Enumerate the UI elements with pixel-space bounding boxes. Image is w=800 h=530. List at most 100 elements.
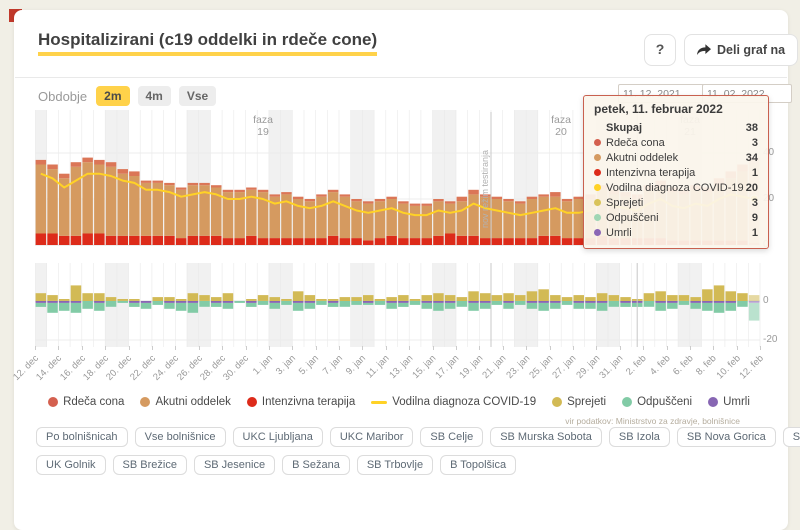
series-dot <box>594 214 601 221</box>
x-tick <box>339 346 340 350</box>
hospital-filter-b-topol-ica[interactable]: B Topolšica <box>440 455 517 475</box>
legend-dot <box>552 397 563 407</box>
tooltip-row-label: Rdeča cona <box>606 136 665 149</box>
x-tick <box>760 346 761 350</box>
phase-number: 19 <box>257 126 269 138</box>
share-icon <box>697 43 711 55</box>
x-label-23jan: 23. jan <box>503 353 532 381</box>
x-label-7jan: 7. jan <box>320 353 345 378</box>
x-tick <box>128 346 130 350</box>
x-tick <box>105 346 107 350</box>
x-label-10feb: 10. feb <box>714 353 743 382</box>
x-tick <box>689 346 691 350</box>
x-label-15jan: 15. jan <box>410 353 439 381</box>
x-label-24dec: 24. dec <box>151 353 182 383</box>
share-button[interactable]: Deli graf na <box>684 34 799 66</box>
x-label-11jan: 11. jan <box>364 353 392 381</box>
x-tick <box>58 346 60 350</box>
tooltip-row-label: Akutni oddelek <box>606 151 679 164</box>
help-button[interactable]: ? <box>644 34 676 66</box>
phase-label-20: faza 20 <box>536 114 586 138</box>
hospital-filter-b-se-ana[interactable]: B Sežana <box>282 455 350 475</box>
header-divider <box>15 77 787 78</box>
hospital-filter-ukc-ljubljana[interactable]: UKC Ljubljana <box>232 427 323 447</box>
legend-item-umrli[interactable]: Umrli <box>708 396 750 408</box>
legend-line-swatch <box>371 400 388 404</box>
x-label-6feb: 6. feb <box>670 353 696 378</box>
x-axis: 12. dec 14. dec 16. dec 18. dec 20. dec 22. d… <box>11 346 766 390</box>
x-label-26dec: 26. dec <box>174 353 205 383</box>
tooltip-row: Akutni oddelek 34 <box>594 150 758 165</box>
hospital-filter-sb-izola[interactable]: SB Izola <box>608 427 670 447</box>
x-tick <box>456 346 457 350</box>
legend-item-rde-a-cona[interactable]: Rdeča cona <box>48 396 124 408</box>
testing-regime-annotation: nov režim testiranja <box>480 149 490 228</box>
series-dot <box>594 184 601 191</box>
x-label-19jan: 19. jan <box>457 353 486 381</box>
hospital-filter-sb-trbovlje[interactable]: SB Trbovlje <box>356 455 434 475</box>
hospital-filters-row2: UK Golnik SB Brežice SB Jesenice B Sežana SB… <box>36 455 517 475</box>
ytick-bottom--20: -20 <box>763 334 778 345</box>
page-title: Hospitalizirani (c19 oddelki in rdeče co… <box>38 30 378 56</box>
legend-item-odpu-eni[interactable]: Odpuščeni <box>622 396 692 408</box>
x-label-5jan: 5. jan <box>297 353 322 378</box>
legend-dot <box>622 397 633 407</box>
x-label-16dec: 16. dec <box>57 353 88 383</box>
x-label-13jan: 13. jan <box>387 353 415 381</box>
legend-item-vodilna-diagnoza-covid-19[interactable]: Vodilna diagnoza COVID-19 <box>371 396 536 408</box>
x-label-2feb: 2. feb <box>624 353 649 378</box>
hospital-filter-sb-nova-gorica[interactable]: SB Nova Gorica <box>676 427 776 447</box>
period-label: Obdobje <box>38 88 88 104</box>
tooltip-row-value: 20 <box>745 181 758 194</box>
legend-item-sprejeti[interactable]: Sprejeti <box>552 396 606 408</box>
period-option-vse[interactable]: Vse <box>178 86 217 106</box>
x-tick <box>362 346 364 350</box>
x-label-1jan: 1. jan <box>250 353 275 378</box>
tooltip-row-label: Odpuščeni <box>606 211 659 224</box>
share-button-label: Deli graf na <box>717 43 786 57</box>
x-label-31jan: 31. jan <box>597 353 626 381</box>
hospital-filter-uk-golnik[interactable]: UK Golnik <box>36 455 106 475</box>
x-label-14dec: 14. dec <box>34 353 65 383</box>
legend-label: Akutni oddelek <box>155 396 231 408</box>
legend-label: Umrli <box>723 396 750 408</box>
legend-item-intenzivna-terapija[interactable]: Intenzivna terapija <box>246 396 355 408</box>
tooltip-row-label: Umrli <box>606 226 632 239</box>
series-dot <box>594 154 601 161</box>
diff-chart-svg <box>34 263 761 347</box>
period-option-4m[interactable]: 4m <box>137 86 171 106</box>
hospital-filter-vse-bolni-nice[interactable]: Vse bolnišnice <box>134 427 226 447</box>
x-tick <box>292 346 294 350</box>
hospital-filter-ukc-maribor[interactable]: UKC Maribor <box>329 427 414 447</box>
hospital-filter-sb-jesenice[interactable]: SB Jesenice <box>193 455 276 475</box>
hospital-filter-sb-bre-ice[interactable]: SB Brežice <box>112 455 187 475</box>
x-tick <box>385 346 387 350</box>
phase-word: faza <box>253 114 273 126</box>
x-tick <box>315 346 317 350</box>
x-tick <box>479 346 481 350</box>
tooltip-row-label: Intenzivna terapija <box>606 166 696 179</box>
x-tick <box>549 346 551 350</box>
admissions-discharges-chart[interactable] <box>34 263 775 347</box>
x-tick <box>245 346 247 350</box>
period-selector: Obdobje 2m 4m Vse <box>38 86 217 106</box>
hospital-filter-sb-novo-mesto[interactable]: SB Novo mesto <box>782 427 800 447</box>
series-dot <box>594 199 601 206</box>
x-tick <box>268 346 270 350</box>
x-label-12feb: 12. feb <box>737 353 766 382</box>
tooltip-row-label: Sprejeti <box>606 196 644 209</box>
legend-label: Odpuščeni <box>637 396 693 408</box>
hospital-filter-sb-celje[interactable]: SB Celje <box>420 427 484 447</box>
x-label-4feb: 4. feb <box>647 353 673 378</box>
period-option-2m[interactable]: 2m <box>96 86 130 106</box>
hospital-filters-row1: Po bolnišnicah Vse bolnišnice UKC Ljubljan… <box>36 427 800 447</box>
legend-dot <box>48 397 59 407</box>
hospital-filter-po-bolni-nicah[interactable]: Po bolnišnicah <box>36 427 128 447</box>
tooltip-date: petek, 11. februar 2022 <box>594 102 723 116</box>
ytick-bottom-0: 0 <box>763 295 769 306</box>
x-label-3jan: 3. jan <box>273 353 299 378</box>
legend-item-akutni-oddelek[interactable]: Akutni oddelek <box>140 396 231 408</box>
x-tick <box>643 346 645 350</box>
x-tick <box>502 346 504 350</box>
hospital-filter-sb-murska-sobota[interactable]: SB Murska Sobota <box>490 427 602 447</box>
